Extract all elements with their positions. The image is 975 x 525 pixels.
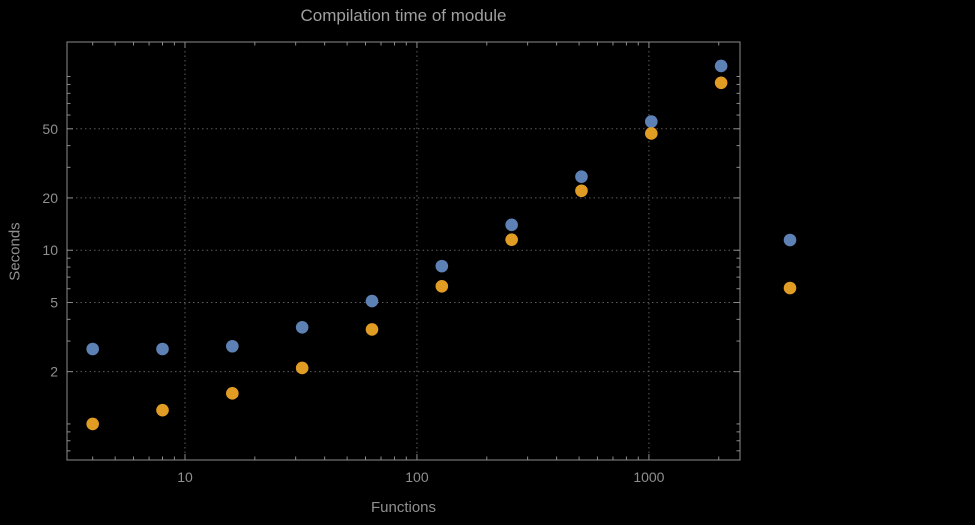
y-tick-label: 50 (42, 121, 58, 137)
data-point (226, 339, 239, 353)
data-point (714, 59, 728, 73)
data-point (86, 417, 99, 431)
y-tick-label: 20 (42, 190, 58, 206)
x-tick-label: 100 (405, 469, 429, 485)
y-tick-label: 10 (42, 242, 58, 258)
data-point (714, 76, 728, 90)
series-series-1 (86, 59, 728, 356)
legend-marker (783, 233, 797, 247)
data-point (435, 279, 449, 293)
data-point (435, 259, 449, 273)
tick-labels: 10 100 1000 2 5 10 20 50 (42, 121, 664, 485)
data-point (365, 323, 379, 336)
data-point (226, 387, 239, 400)
plot-frame (66, 41, 741, 461)
x-axis-label: Functions (370, 499, 437, 516)
data-point (575, 170, 588, 183)
data-point (505, 218, 518, 232)
data-point (156, 403, 169, 417)
series-series-2 (86, 76, 728, 431)
data-point (365, 294, 379, 308)
data-point (156, 342, 169, 356)
data-point (505, 233, 518, 246)
data-point (295, 361, 309, 375)
data-point (86, 342, 99, 356)
data-point (575, 184, 588, 198)
axis-ticks (67, 42, 740, 460)
data-point (295, 320, 309, 334)
x-tick-label: 1000 (633, 469, 664, 485)
x-tick-label: 10 (177, 469, 193, 485)
legend-marker (783, 281, 797, 295)
chart-title: Compilation time of module (300, 6, 507, 25)
data-point (644, 127, 658, 140)
y-tick-label: 2 (50, 364, 58, 380)
y-tick-label: 5 (50, 295, 58, 311)
legend (783, 233, 797, 295)
gridlines (67, 42, 740, 460)
data-point (644, 115, 658, 128)
